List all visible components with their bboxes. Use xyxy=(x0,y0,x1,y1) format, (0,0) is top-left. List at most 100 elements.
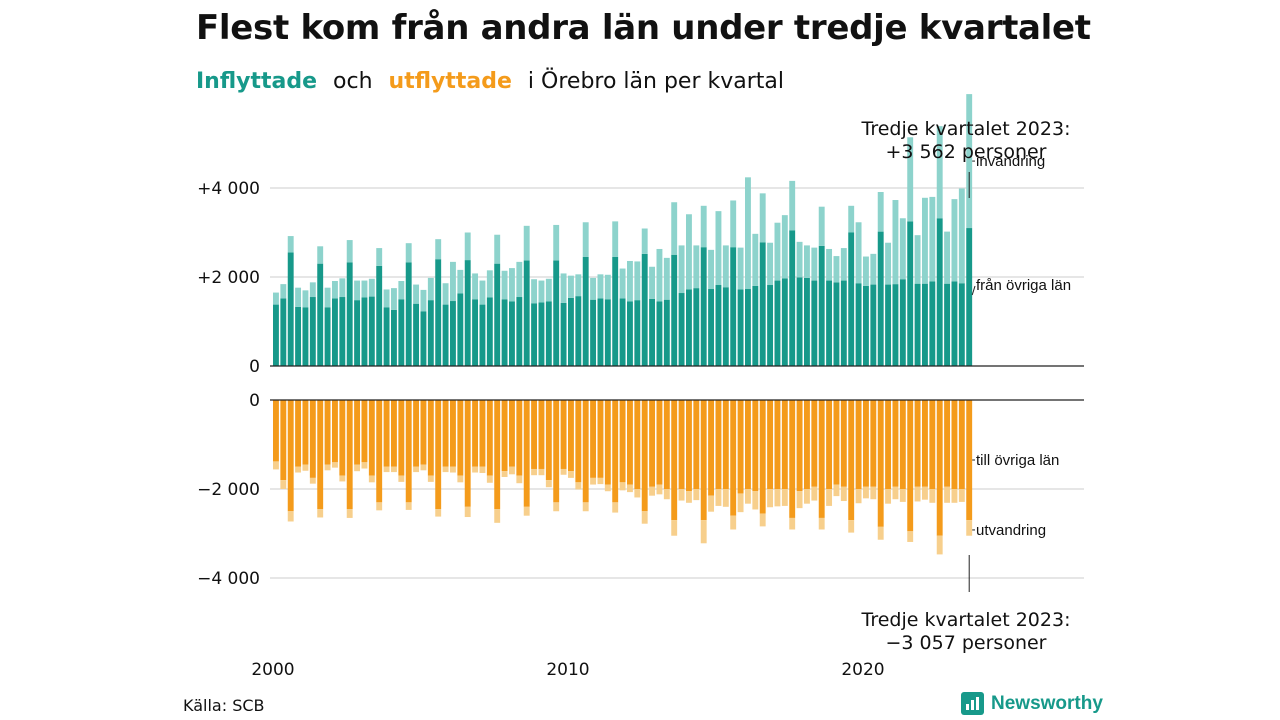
bar-utvandring xyxy=(368,475,375,483)
bar-invandring xyxy=(494,234,501,264)
bar-invandring xyxy=(361,280,368,298)
bar-fran-ovriga-lan xyxy=(826,280,833,366)
bar-till-ovriga-lan xyxy=(457,400,464,476)
bar-fran-ovriga-lan xyxy=(398,299,405,366)
bar-utvandring xyxy=(391,466,397,473)
bar-fran-ovriga-lan xyxy=(590,299,597,366)
bar-invandring xyxy=(870,253,877,285)
bar-fran-ovriga-lan xyxy=(324,307,331,366)
bar-till-ovriga-lan xyxy=(855,400,862,489)
bar-till-ovriga-lan xyxy=(273,400,279,462)
bar-till-ovriga-lan xyxy=(560,400,567,469)
bar-utvandring xyxy=(708,495,715,512)
bar-utvandring xyxy=(413,466,420,473)
bar-till-ovriga-lan xyxy=(302,400,309,465)
bar-fran-ovriga-lan xyxy=(759,242,766,366)
bar-utvandring xyxy=(634,489,641,498)
bar-utvandring xyxy=(796,491,803,509)
bar-fran-ovriga-lan xyxy=(332,298,338,366)
bar-invandring xyxy=(796,241,803,278)
bar-invandring xyxy=(420,289,427,312)
bar-invandring xyxy=(722,245,729,288)
bar-fran-ovriga-lan xyxy=(796,277,803,366)
bar-till-ovriga-lan xyxy=(597,400,604,478)
bar-invandring xyxy=(826,248,833,281)
bar-fran-ovriga-lan xyxy=(604,299,611,366)
bar-fran-ovriga-lan xyxy=(568,297,574,366)
bar-utvandring xyxy=(317,509,324,518)
bar-fran-ovriga-lan xyxy=(678,293,685,366)
bar-utvandring xyxy=(774,489,781,507)
bar-fran-ovriga-lan xyxy=(287,252,294,366)
bar-fran-ovriga-lan xyxy=(627,301,633,366)
bar-fran-ovriga-lan xyxy=(457,293,464,366)
x-tick-label: 2000 xyxy=(251,660,294,680)
bar-invandring xyxy=(914,235,921,284)
bar-invandring xyxy=(958,188,965,284)
bar-invandring xyxy=(840,248,847,281)
bar-till-ovriga-lan xyxy=(420,400,427,465)
bar-invandring xyxy=(671,202,678,255)
bar-invandring xyxy=(568,275,574,298)
bar-utvandring xyxy=(309,477,316,484)
bar-utvandring xyxy=(280,480,287,489)
bar-till-ovriga-lan xyxy=(516,400,523,476)
bar-invandring xyxy=(324,287,331,308)
bar-utvandring xyxy=(877,526,884,540)
bar-utvandring xyxy=(339,475,346,482)
bar-fran-ovriga-lan xyxy=(464,260,471,366)
bar-invandring xyxy=(767,242,774,286)
bar-utvandring xyxy=(486,475,493,483)
bar-fran-ovriga-lan xyxy=(730,247,737,366)
bar-invandring xyxy=(597,274,604,299)
bar-invandring xyxy=(700,205,707,248)
bar-utvandring xyxy=(479,466,486,473)
bar-utvandring xyxy=(840,486,847,502)
bar-fran-ovriga-lan xyxy=(575,296,582,366)
bar-utvandring xyxy=(420,464,427,471)
bar-invandring xyxy=(848,205,855,233)
bar-till-ovriga-lan xyxy=(427,400,434,476)
label-fran-ovriga-lan: från övriga län xyxy=(976,277,1071,294)
annotation-top-line1: Tredje kvartalet 2023: xyxy=(861,118,1071,140)
bar-utvandring xyxy=(826,489,833,506)
bar-till-ovriga-lan xyxy=(958,400,965,489)
bar-invandring xyxy=(752,233,759,286)
bar-fran-ovriga-lan xyxy=(715,285,722,366)
bar-fran-ovriga-lan xyxy=(722,287,729,366)
bar-fran-ovriga-lan xyxy=(656,301,663,366)
brand-name: Newsworthy xyxy=(991,692,1103,714)
bar-utvandring xyxy=(295,466,302,473)
bar-utvandring xyxy=(914,486,921,502)
bar-invandring xyxy=(368,278,375,297)
bar-fran-ovriga-lan xyxy=(870,284,877,366)
bar-invandring xyxy=(391,288,397,310)
bar-till-ovriga-lan xyxy=(391,400,397,467)
bar-till-ovriga-lan xyxy=(745,400,751,489)
bar-till-ovriga-lan xyxy=(907,400,914,532)
bar-till-ovriga-lan xyxy=(781,400,788,489)
bar-utvandring xyxy=(892,486,899,500)
bar-fran-ovriga-lan xyxy=(450,301,456,366)
bar-invandring xyxy=(531,279,538,304)
bar-till-ovriga-lan xyxy=(287,400,294,512)
bar-till-ovriga-lan xyxy=(531,400,538,469)
bar-invandring xyxy=(509,268,515,302)
bar-invandring xyxy=(944,231,951,284)
bar-fran-ovriga-lan xyxy=(582,256,589,366)
bar-invandring xyxy=(737,247,744,290)
bar-utvandring xyxy=(929,489,936,503)
bar-utvandring xyxy=(545,480,552,488)
bar-fran-ovriga-lan xyxy=(899,279,906,366)
bar-fran-ovriga-lan xyxy=(619,298,626,366)
bar-till-ovriga-lan xyxy=(486,400,493,476)
bar-fran-ovriga-lan xyxy=(280,298,287,366)
bar-fran-ovriga-lan xyxy=(855,283,862,366)
axis-layer xyxy=(270,160,1084,592)
bar-utvandring xyxy=(612,502,619,513)
bar-fran-ovriga-lan xyxy=(597,298,604,366)
bar-invandring xyxy=(604,274,611,300)
bar-utvandring xyxy=(604,484,611,492)
bar-invandring xyxy=(383,289,390,308)
